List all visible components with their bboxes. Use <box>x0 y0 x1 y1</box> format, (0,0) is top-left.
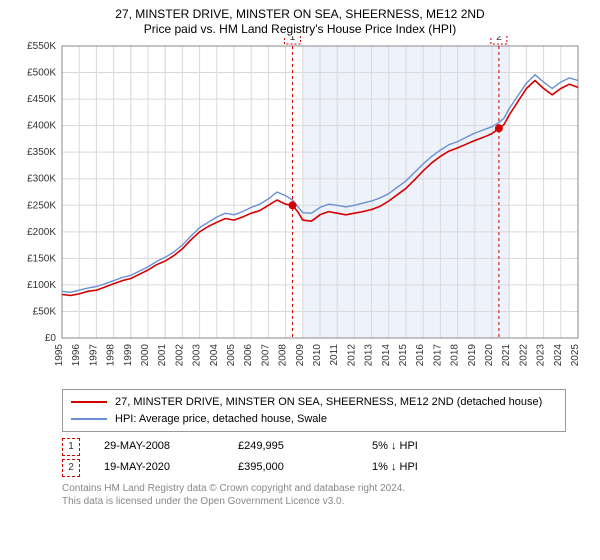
legend-swatch <box>71 401 107 403</box>
svg-text:2015: 2015 <box>398 344 409 367</box>
svg-text:£200K: £200K <box>27 227 56 238</box>
svg-text:£300K: £300K <box>27 174 56 185</box>
svg-text:£0: £0 <box>45 333 57 344</box>
svg-text:£150K: £150K <box>27 254 56 265</box>
svg-text:2017: 2017 <box>432 344 443 367</box>
svg-text:2022: 2022 <box>518 344 529 367</box>
subtitle: Price paid vs. HM Land Registry's House … <box>10 22 590 36</box>
legend-row: HPI: Average price, detached house, Swal… <box>71 411 557 428</box>
svg-text:£350K: £350K <box>27 147 56 158</box>
transactions: 1 29-MAY-2008 £249,995 5% ↓ HPI 2 19-MAY… <box>62 436 566 478</box>
svg-text:2010: 2010 <box>312 344 323 367</box>
svg-text:2005: 2005 <box>226 344 237 367</box>
transaction-marker: 2 <box>62 459 80 477</box>
transaction-marker: 1 <box>62 438 80 456</box>
legend-label: HPI: Average price, detached house, Swal… <box>115 411 327 428</box>
svg-text:£500K: £500K <box>27 68 56 79</box>
svg-text:1998: 1998 <box>106 344 117 367</box>
svg-text:2008: 2008 <box>278 344 289 367</box>
transaction-date: 19-MAY-2020 <box>104 457 214 478</box>
svg-text:£450K: £450K <box>27 94 56 105</box>
svg-text:2001: 2001 <box>157 344 168 367</box>
svg-text:2023: 2023 <box>536 344 547 367</box>
svg-text:£250K: £250K <box>27 200 56 211</box>
svg-text:2: 2 <box>496 36 502 43</box>
svg-text:2002: 2002 <box>174 344 185 367</box>
svg-text:1999: 1999 <box>123 344 134 367</box>
svg-text:1996: 1996 <box>71 344 82 367</box>
svg-text:2019: 2019 <box>467 344 478 367</box>
svg-text:2016: 2016 <box>415 344 426 367</box>
svg-text:2007: 2007 <box>260 344 271 367</box>
title: 27, MINSTER DRIVE, MINSTER ON SEA, SHEER… <box>10 6 590 22</box>
svg-text:1: 1 <box>290 36 296 43</box>
legend-label: 27, MINSTER DRIVE, MINSTER ON SEA, SHEER… <box>115 394 542 411</box>
transaction-pct: 5% ↓ HPI <box>372 436 418 457</box>
transaction-date: 29-MAY-2008 <box>104 436 214 457</box>
svg-text:2006: 2006 <box>243 344 254 367</box>
svg-text:2025: 2025 <box>570 344 581 367</box>
svg-text:1997: 1997 <box>88 344 99 367</box>
svg-text:2000: 2000 <box>140 344 151 367</box>
svg-text:2004: 2004 <box>209 344 220 367</box>
legend-swatch <box>71 418 107 420</box>
svg-text:£50K: £50K <box>33 307 57 318</box>
chart: £0 £50K £100K £150K £200K £250K £300K £350K £400… <box>10 36 590 381</box>
svg-text:2024: 2024 <box>553 344 564 367</box>
svg-text:2014: 2014 <box>381 344 392 367</box>
transaction-row: 2 19-MAY-2020 £395,000 1% ↓ HPI <box>62 457 566 478</box>
svg-text:2013: 2013 <box>364 344 375 367</box>
svg-text:2012: 2012 <box>346 344 357 367</box>
svg-text:£550K: £550K <box>27 41 56 52</box>
legend-box: 27, MINSTER DRIVE, MINSTER ON SEA, SHEER… <box>62 389 566 432</box>
svg-text:2021: 2021 <box>501 344 512 367</box>
legend-row: 27, MINSTER DRIVE, MINSTER ON SEA, SHEER… <box>71 394 557 411</box>
transaction-price: £249,995 <box>238 436 348 457</box>
svg-text:2011: 2011 <box>329 344 340 366</box>
chart-svg: £0 £50K £100K £150K £200K £250K £300K £350K £400… <box>10 36 590 376</box>
svg-text:2009: 2009 <box>295 344 306 367</box>
svg-text:£400K: £400K <box>27 121 56 132</box>
svg-text:2020: 2020 <box>484 344 495 367</box>
svg-text:£100K: £100K <box>27 280 56 291</box>
svg-text:1995: 1995 <box>54 344 65 367</box>
svg-text:2018: 2018 <box>450 344 461 367</box>
transaction-pct: 1% ↓ HPI <box>372 457 418 478</box>
licence-text: Contains HM Land Registry data © Crown c… <box>62 482 566 508</box>
transaction-price: £395,000 <box>238 457 348 478</box>
transaction-row: 1 29-MAY-2008 £249,995 5% ↓ HPI <box>62 436 566 457</box>
svg-text:2003: 2003 <box>192 344 203 367</box>
